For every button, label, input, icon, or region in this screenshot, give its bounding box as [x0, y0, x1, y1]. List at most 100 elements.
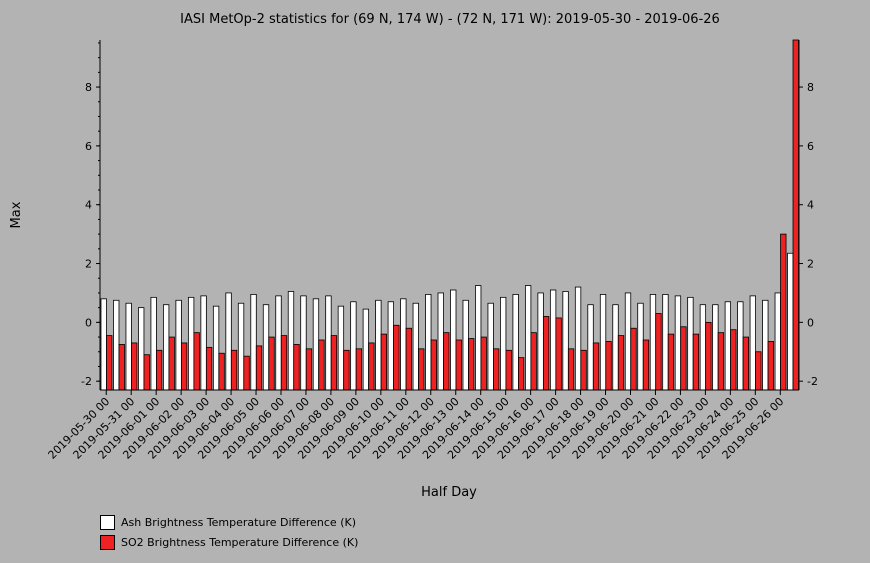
so2-bar	[293, 344, 300, 391]
ash-bar	[549, 289, 557, 391]
y-tick-label-right: 2	[807, 258, 814, 271]
so2-bar	[580, 349, 587, 391]
ash-bar	[762, 299, 769, 391]
so2-bar	[493, 348, 500, 391]
ash-bar	[138, 307, 145, 391]
ash-bar	[187, 296, 195, 391]
ash-bar	[649, 294, 657, 391]
so2-bar	[630, 327, 637, 391]
ash-bar	[749, 295, 756, 391]
ash-bar	[375, 299, 382, 391]
ash-bar	[225, 292, 232, 391]
ash-bar	[425, 294, 432, 391]
so2-bar	[730, 329, 737, 391]
so2-bar	[617, 335, 625, 391]
legend-swatch-ash	[100, 514, 115, 530]
ash-bar	[387, 301, 394, 391]
so2-bar	[230, 349, 238, 391]
so2-bar	[443, 332, 450, 391]
x-axis-label: Half Day	[421, 485, 477, 500]
so2-bar	[468, 338, 475, 391]
ash-bar	[562, 291, 569, 391]
ash-bar	[125, 302, 132, 391]
so2-bar	[368, 342, 375, 391]
ash-bar	[262, 304, 270, 391]
so2-bar	[405, 327, 412, 391]
y-tick-label-left: -2	[81, 375, 92, 388]
ash-bar	[150, 296, 157, 391]
ash-bar	[312, 298, 320, 391]
so2-bar	[667, 333, 675, 391]
so2-bar	[343, 349, 350, 391]
so2-bar	[555, 317, 562, 391]
ash-bar	[637, 302, 644, 391]
so2-bar	[280, 335, 288, 391]
ash-bar	[674, 295, 682, 391]
so2-bar	[430, 339, 437, 391]
ash-bar	[462, 299, 469, 391]
so2-bar	[243, 355, 250, 391]
ash-bar	[512, 294, 519, 391]
so2-bar	[742, 336, 749, 391]
so2-bar	[156, 349, 163, 391]
y-axis-label: Max	[9, 201, 24, 228]
legend-item-ash: Ash Brightness Temperature Difference (K…	[100, 512, 358, 532]
so2-bar	[542, 316, 550, 391]
ash-bar	[113, 299, 120, 391]
ash-bar	[524, 285, 532, 391]
so2-bar	[642, 339, 650, 391]
so2-bar	[655, 313, 662, 391]
so2-bar	[605, 341, 612, 391]
ash-bar	[287, 291, 295, 391]
so2-bar	[305, 348, 313, 391]
ash-bar	[450, 289, 457, 391]
ash-bar	[574, 286, 582, 391]
chart-title: IASI MetOp-2 statistics for (69 N, 174 W…	[180, 12, 720, 27]
so2-bar	[143, 354, 150, 391]
ash-bar	[437, 292, 444, 391]
ash-bar	[362, 308, 370, 391]
legend-label-so2: SO2 Brightness Temperature Difference (K…	[121, 535, 359, 549]
ash-bar	[587, 304, 594, 391]
y-tick-label-left: 8	[85, 81, 92, 94]
so2-bar	[180, 342, 188, 391]
so2-bar	[505, 349, 512, 391]
y-tick-label-right: 6	[807, 140, 814, 153]
y-tick-label-right: 0	[807, 316, 814, 329]
so2-bar	[131, 342, 138, 391]
ash-bar	[500, 296, 507, 391]
so2-bar	[480, 336, 487, 391]
so2-bar	[592, 342, 600, 391]
ash-bar	[712, 304, 719, 391]
ash-bar	[300, 295, 307, 391]
ash-bar	[662, 294, 669, 391]
so2-bar	[193, 332, 200, 391]
so2-bar	[680, 326, 687, 391]
so2-bar	[393, 324, 400, 391]
so2-bar	[717, 332, 725, 391]
so2-bar	[705, 321, 712, 391]
so2-bar	[106, 335, 113, 391]
ash-bar	[699, 304, 707, 391]
ash-bar	[200, 295, 207, 391]
ash-bar	[275, 295, 282, 391]
legend: Ash Brightness Temperature Difference (K…	[100, 512, 358, 552]
so2-bar	[168, 336, 175, 391]
so2-bar	[355, 348, 363, 391]
ash-bar	[412, 302, 419, 391]
so2-bar	[380, 333, 388, 391]
ash-bar	[487, 302, 494, 391]
y-tick-label-left: 6	[85, 140, 92, 153]
so2-bar	[455, 339, 462, 391]
so2-bar	[330, 335, 338, 391]
so2-bar	[530, 332, 537, 391]
ash-bar	[724, 301, 732, 391]
legend-label-ash: Ash Brightness Temperature Difference (K…	[121, 515, 356, 529]
ash-bar	[175, 299, 182, 391]
ash-bar	[687, 296, 694, 391]
ash-bar	[350, 301, 357, 391]
ash-bar	[100, 298, 107, 391]
ash-bar	[212, 305, 220, 391]
ash-bar	[163, 304, 170, 391]
ash-bar	[237, 302, 245, 391]
